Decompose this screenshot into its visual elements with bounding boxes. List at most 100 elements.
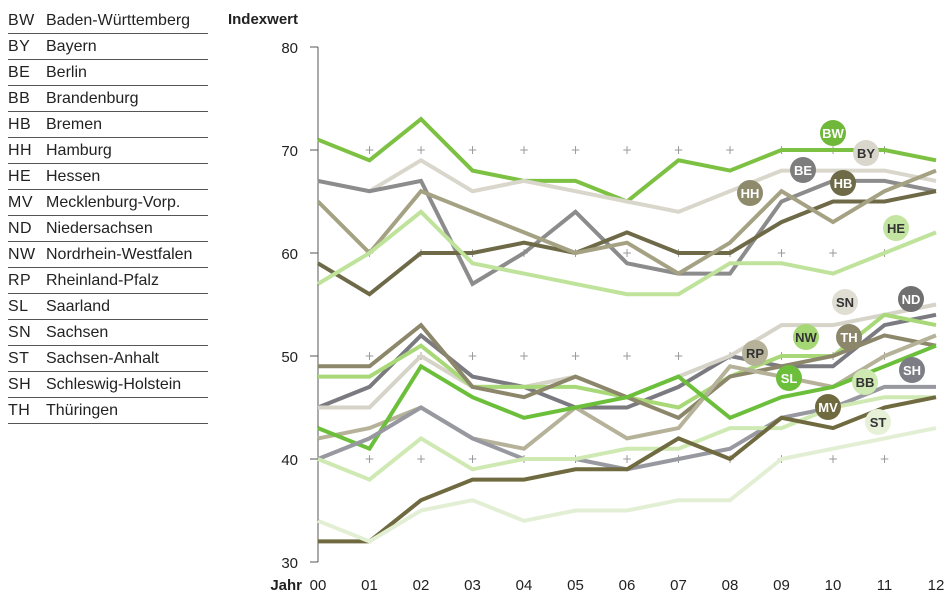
legend-item-sl: SL Saarland xyxy=(8,294,208,320)
x-tick-label: 02 xyxy=(413,577,430,594)
series-label-bubble-mv xyxy=(815,394,841,420)
x-tick-label: 09 xyxy=(773,577,790,594)
series-label-rp: RP xyxy=(746,346,764,361)
x-tick-label: 04 xyxy=(516,577,533,594)
legend-item-th: TH Thüringen xyxy=(8,398,208,424)
x-tick-label: 05 xyxy=(567,577,584,594)
legend-name: Berlin xyxy=(46,63,87,81)
legend-item-nd: ND Niedersachsen xyxy=(8,216,208,242)
x-tick-label: 00 xyxy=(310,577,327,594)
grid-plus-marker: + xyxy=(828,246,838,260)
grid-plus-marker: + xyxy=(673,143,683,157)
series-label-sn: SN xyxy=(836,295,854,310)
legend-item-nw: NW Nordrhein-Westfalen xyxy=(8,242,208,268)
grid-plus-marker: + xyxy=(416,143,426,157)
legend-code: RP xyxy=(8,271,32,289)
grid-plus-marker: + xyxy=(776,246,786,260)
grid-plus-marker: + xyxy=(467,452,477,466)
grid-plus-marker: + xyxy=(828,452,838,466)
series-label-sh: SH xyxy=(903,363,921,378)
legend-code: BE xyxy=(8,63,31,81)
legend-name: Bremen xyxy=(46,115,103,133)
legend-code: MV xyxy=(8,193,33,211)
x-tick-label: 03 xyxy=(464,577,481,594)
legend-code: NW xyxy=(8,245,36,263)
grid-plus-marker: + xyxy=(467,143,477,157)
series-line-hh xyxy=(316,168,937,276)
series-label-by: BY xyxy=(857,146,875,161)
series-label-bubble-bw xyxy=(820,120,846,146)
legend-item-he: HE Hessen xyxy=(8,164,208,190)
grid-plus-marker: + xyxy=(467,349,477,363)
y-tick-label: 50 xyxy=(281,349,298,366)
series-label-bubble-by xyxy=(853,140,879,166)
grid-plus-marker: + xyxy=(622,349,632,363)
legend-name: Brandenburg xyxy=(46,89,139,107)
x-axis-title: Jahr xyxy=(270,577,302,594)
y-axis-title: Indexwert xyxy=(228,11,298,28)
series-label-mv: MV xyxy=(818,400,838,415)
legend-item-sn: SN Sachsen xyxy=(8,320,208,346)
series-label-nd: ND xyxy=(902,292,921,307)
x-tick-label: 08 xyxy=(722,577,739,594)
grid-plus-marker: + xyxy=(673,349,683,363)
series-label-he: HE xyxy=(887,221,905,236)
grid-plus-marker: + xyxy=(725,143,735,157)
y-tick-label: 60 xyxy=(281,246,298,263)
series-label-bubble-th xyxy=(836,324,862,350)
series-label-bubble-be xyxy=(790,157,816,183)
legend-code: SN xyxy=(8,323,32,341)
legend-code: BW xyxy=(8,11,35,29)
legend-name: Hamburg xyxy=(46,141,112,159)
series-line-he xyxy=(316,209,937,297)
y-tick-label: 80 xyxy=(281,40,298,57)
grid-plus-marker: + xyxy=(622,452,632,466)
grid-plus-marker: + xyxy=(519,143,529,157)
y-tick-label: 30 xyxy=(281,555,298,572)
grid-plus-marker: + xyxy=(364,349,374,363)
legend-code: BY xyxy=(8,37,31,55)
series-line-sl xyxy=(317,343,937,452)
series-label-th: TH xyxy=(840,330,857,345)
legend-item-bw: BW Baden-Württemberg xyxy=(8,8,208,34)
x-tick-label: 12 xyxy=(928,577,944,594)
legend-item-be: BE Berlin xyxy=(8,60,208,86)
legend-item-sh: SH Schleswig-Holstein xyxy=(8,372,208,398)
legend-name: Rheinland-Pfalz xyxy=(46,271,159,289)
legend-name: Nordrhein-Westfalen xyxy=(46,245,193,263)
series-label-be: BE xyxy=(794,163,812,178)
legend-code: ST xyxy=(8,349,30,367)
series-label-st: ST xyxy=(870,415,887,430)
x-tick-label: 01 xyxy=(361,577,378,594)
legend-item-st: ST Sachsen-Anhalt xyxy=(8,346,208,372)
grid-plus-marker: + xyxy=(879,452,889,466)
legend-code: SH xyxy=(8,375,32,393)
series-label-bubble-hb xyxy=(830,170,856,196)
series-label-hh: HH xyxy=(741,186,760,201)
legend-name: Niedersachsen xyxy=(46,219,153,237)
legend-code: HH xyxy=(8,141,33,159)
series-line-by xyxy=(317,157,937,214)
legend-code: HB xyxy=(8,115,32,133)
legend-code: BB xyxy=(8,89,31,107)
legend-name: Sachsen-Anhalt xyxy=(46,349,159,367)
series-label-bb: BB xyxy=(856,375,875,390)
series-line-st xyxy=(317,426,937,544)
legend-name: Bayern xyxy=(46,37,97,55)
legend-code: HE xyxy=(8,167,32,185)
legend-name: Hessen xyxy=(46,167,101,185)
grid-plus-marker: + xyxy=(622,143,632,157)
grid-plus-marker: + xyxy=(570,143,580,157)
legend-item-mv: MV Mecklenburg-Vorp. xyxy=(8,190,208,216)
legend-name: Mecklenburg-Vorp. xyxy=(46,193,181,211)
legend-item-bb: BB Brandenburg xyxy=(8,86,208,112)
series-label-nw: NW xyxy=(795,330,817,345)
series-line-nd xyxy=(317,312,937,410)
legend-code: SL xyxy=(8,297,29,315)
legend-code: ND xyxy=(8,219,33,237)
y-tick-label: 70 xyxy=(281,143,298,160)
grid-plus-marker: + xyxy=(519,349,529,363)
legend-item-hb: HB Bremen xyxy=(8,112,208,138)
grid-plus-marker: + xyxy=(416,452,426,466)
